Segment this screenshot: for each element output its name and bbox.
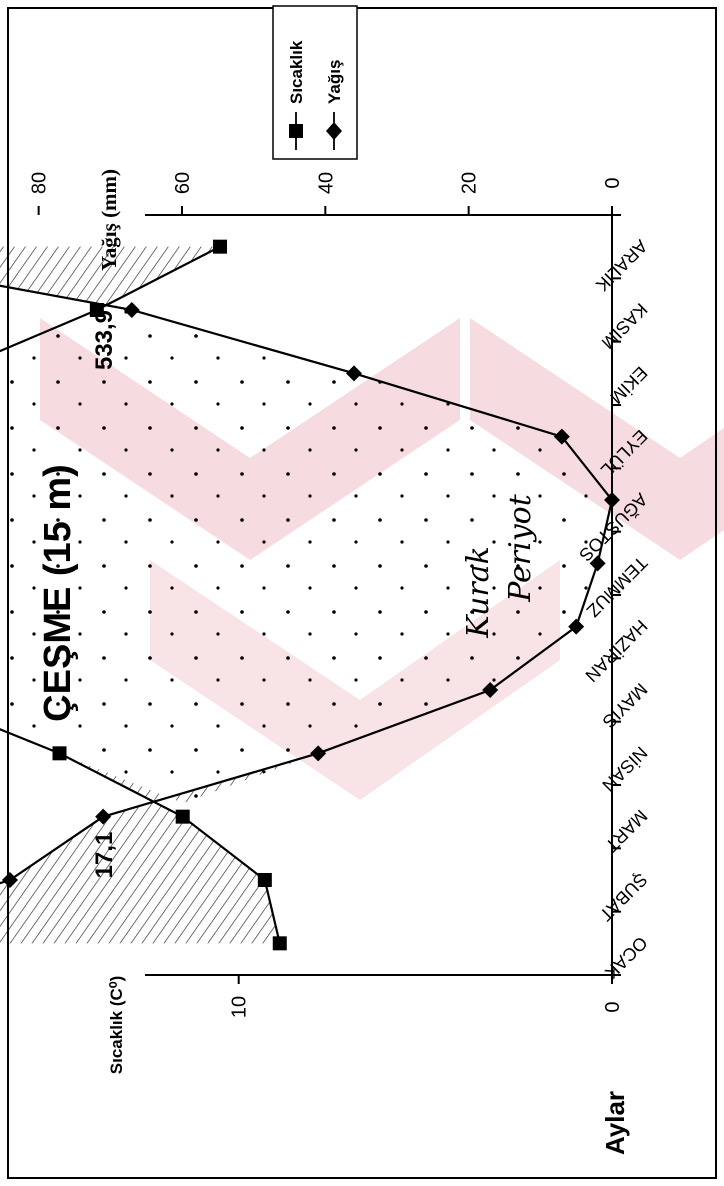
temperature-point-3 xyxy=(175,809,190,824)
temperature-point-1 xyxy=(272,936,287,951)
legend: Sıcaklık Yağış xyxy=(272,5,358,160)
temperature-point-2 xyxy=(257,873,272,887)
legend-box xyxy=(272,5,358,160)
precipitation-point-11 xyxy=(123,302,140,318)
month-label-2: ŞUBAT xyxy=(596,869,652,925)
precipitation-point-6 xyxy=(568,618,585,635)
right-axis-tick-label: 20 xyxy=(459,172,481,194)
right-axis-tick-label: 0 xyxy=(602,177,624,188)
temperature-point-4 xyxy=(52,746,67,761)
month-label-1: OCAK xyxy=(601,933,651,983)
legend-label-precipitation: Yağış xyxy=(325,60,344,104)
right-axis-tick-label: 80 xyxy=(29,172,51,194)
precipitation-point-9 xyxy=(553,428,570,445)
month-label-6: HAZİRAN xyxy=(581,616,651,686)
left-axis-tick-label: 0 xyxy=(602,1001,624,1012)
month-label-4: NİSAN xyxy=(598,743,651,796)
temperature-point-11 xyxy=(89,303,104,317)
wet-period-fill-1 xyxy=(0,753,319,944)
temperature-line xyxy=(0,245,281,944)
watermark-chevron-2 xyxy=(470,318,724,560)
left-axis-title: Sıcaklık (C⁰) xyxy=(107,976,126,1074)
chart-title: ÇEŞME (15 m) xyxy=(37,464,79,722)
x-axis-title: Aylar xyxy=(600,1091,630,1155)
area-fills xyxy=(0,246,612,944)
month-label-3: MART xyxy=(601,806,651,856)
legend-diamond-icon xyxy=(326,122,342,140)
right-axis-title: Yağış (mm) xyxy=(97,169,121,271)
right-axis-tick-label: 60 xyxy=(172,172,194,194)
precipitation-point-7 xyxy=(589,555,606,572)
series-markers xyxy=(1,239,620,951)
precipitation-point-5 xyxy=(482,682,499,698)
mean-temperature-label: 17,1 xyxy=(91,832,118,879)
dry-period-fill xyxy=(0,304,612,804)
precipitation-point-8 xyxy=(604,492,620,508)
left-axis-tick-label: 10 xyxy=(229,996,251,1018)
right-axis-tick-label: 40 xyxy=(315,172,337,194)
precipitation-point-3 xyxy=(95,808,112,825)
precipitation-point-2 xyxy=(1,872,18,888)
dry-period-annotation-1: Kurak xyxy=(461,546,496,638)
month-label-11: KASIM xyxy=(598,299,652,353)
series-lines xyxy=(0,245,614,944)
text-layer: ÇEŞME (15 m) 17,1 533,9 Sıcaklık (C⁰) Ya… xyxy=(37,169,630,1155)
precipitation-line xyxy=(0,284,614,885)
legend-label-temperature: Sıcaklık xyxy=(287,40,306,104)
precipitation-point-4 xyxy=(310,745,327,762)
month-label-5: MAYIS xyxy=(599,679,652,732)
dry-period-annotation-2: Periyot xyxy=(503,493,538,603)
month-label-12: ARALIK xyxy=(592,236,651,295)
temperature-point-12 xyxy=(213,239,228,254)
annual-precipitation-label: 533,9 xyxy=(91,310,118,370)
precipitation-point-10 xyxy=(345,365,362,382)
legend-square-icon xyxy=(289,124,303,138)
wet-period-fill-2 xyxy=(0,246,221,310)
